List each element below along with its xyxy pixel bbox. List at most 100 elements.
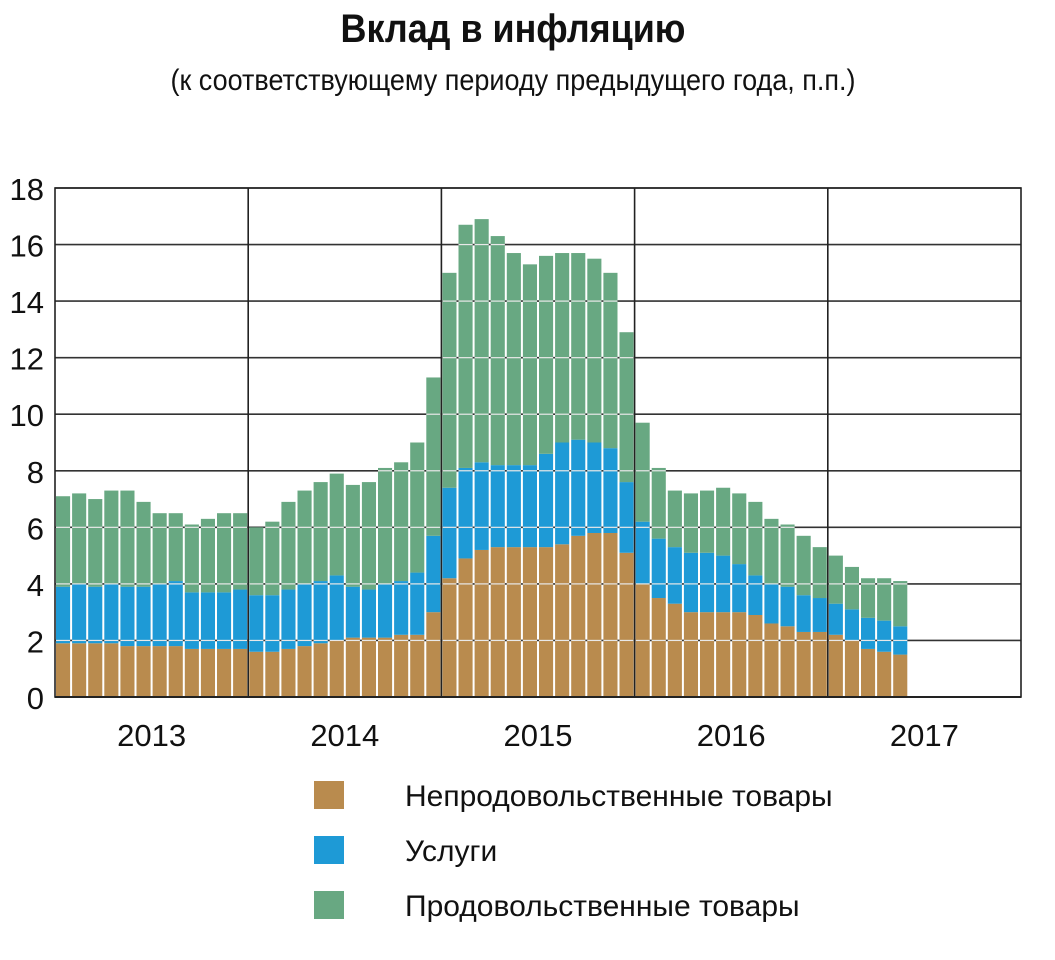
bar-segment-nonfood <box>748 614 763 697</box>
y-tick-label: 4 <box>27 568 44 603</box>
bar-segment-nonfood <box>667 603 682 697</box>
bar-segment-services <box>217 592 232 649</box>
bar-segment-food <box>136 501 151 587</box>
bar-segment-nonfood <box>104 643 119 697</box>
bar-segment-nonfood <box>555 544 570 697</box>
bar-segment-services <box>490 465 505 548</box>
bar-segment-nonfood <box>490 547 505 697</box>
y-tick-label: 10 <box>10 398 44 433</box>
bar-segment-services <box>587 442 602 533</box>
y-axis-ticks: 0 2 4 6 8 10 12 14 16 18 <box>10 172 44 716</box>
bar-segment-nonfood <box>506 547 521 697</box>
bar-segment-food <box>394 462 409 582</box>
bar-segment-food <box>265 521 280 596</box>
x-tick-label: 2017 <box>890 718 959 753</box>
bar-segment-services <box>458 467 473 559</box>
bar-segment-nonfood <box>168 646 183 697</box>
bar-segment-services <box>732 564 747 613</box>
bar-segment-nonfood <box>619 552 634 697</box>
bar-segment-services <box>571 439 586 536</box>
bar-segment-services <box>249 595 264 652</box>
bar-segment-food <box>233 513 248 590</box>
bar-segment-food <box>168 513 183 582</box>
bar-segment-food <box>361 482 376 590</box>
chart-title: Вклад в инфляцию <box>341 7 686 51</box>
bar-segment-services <box>603 448 618 533</box>
bar-segment-nonfood <box>442 578 457 697</box>
bar-segment-nonfood <box>780 626 795 697</box>
bar-segment-food <box>764 518 779 584</box>
bar-segment-nonfood <box>732 612 747 697</box>
bar-segment-nonfood <box>539 547 554 697</box>
bar-segment-food <box>700 490 715 553</box>
bar-segment-services <box>442 487 457 579</box>
bar-segment-nonfood <box>217 648 232 697</box>
bar-segment-food <box>844 566 859 610</box>
bar-segment-nonfood <box>764 623 779 697</box>
bar-segment-services <box>683 552 698 613</box>
bars-group <box>56 219 908 697</box>
bar-segment-food <box>861 578 876 618</box>
bar-segment-food <box>539 255 554 454</box>
legend: Непродовольственные товары Услуги Продовол… <box>314 780 833 923</box>
bar-segment-nonfood <box>233 648 248 697</box>
bar-segment-services <box>635 521 650 584</box>
bar-segment-nonfood <box>120 646 135 697</box>
bar-segment-nonfood <box>56 643 71 697</box>
bar-segment-services <box>506 465 521 548</box>
bar-segment-nonfood <box>877 651 892 697</box>
bar-segment-services <box>120 586 135 647</box>
y-tick-label: 8 <box>27 455 44 490</box>
bar-segment-services <box>764 583 779 624</box>
bar-segment-nonfood <box>378 637 393 697</box>
chart-subtitle: (к соответствующему периоду предыдущего … <box>171 64 856 97</box>
bar-segment-services <box>184 592 199 649</box>
bar-segment-food <box>667 490 682 548</box>
y-tick-label: 14 <box>10 285 44 320</box>
bar-segment-nonfood <box>651 598 666 697</box>
y-tick-label: 18 <box>10 172 44 207</box>
bar-segment-nonfood <box>893 654 908 697</box>
bar-segment-services <box>281 589 296 649</box>
bar-segment-food <box>812 547 827 599</box>
bar-segment-food <box>893 581 908 627</box>
bar-segment-services <box>233 589 248 649</box>
bar-segment-services <box>667 547 682 604</box>
bar-segment-services <box>619 482 634 553</box>
bar-segment-services <box>410 572 425 635</box>
bar-segment-services <box>56 586 71 644</box>
bar-segment-services <box>152 583 167 647</box>
bar-segment-nonfood <box>426 612 441 697</box>
bar-segment-food <box>619 332 634 483</box>
bar-segment-food <box>88 499 103 587</box>
bar-segment-nonfood <box>345 637 360 697</box>
bar-segment-food <box>281 501 296 590</box>
bar-segment-food <box>651 467 666 539</box>
bar-segment-food <box>72 493 87 584</box>
bar-segment-food <box>442 272 457 488</box>
bar-segment-nonfood <box>249 651 264 697</box>
bar-segment-nonfood <box>716 612 731 697</box>
bar-segment-services <box>474 462 489 550</box>
bar-segment-services <box>313 581 328 644</box>
bar-segment-nonfood <box>394 634 409 697</box>
bar-segment-services <box>265 595 280 652</box>
x-tick-label: 2015 <box>504 718 573 753</box>
bar-segment-food <box>217 513 232 593</box>
bar-segment-food <box>474 219 489 463</box>
bar-segment-services <box>555 442 570 545</box>
bar-segment-services <box>136 586 151 647</box>
bar-segment-services <box>700 552 715 613</box>
bar-segment-nonfood <box>458 558 473 697</box>
bar-segment-food <box>522 264 537 466</box>
bar-segment-food <box>184 524 199 593</box>
bar-segment-food <box>506 253 521 466</box>
bar-segment-services <box>378 583 393 638</box>
bar-segment-food <box>458 224 473 468</box>
bar-segment-nonfood <box>265 651 280 697</box>
bar-segment-services <box>812 598 827 632</box>
bar-segment-food <box>877 578 892 621</box>
x-tick-label: 2016 <box>697 718 766 753</box>
legend-label: Продовольственные товары <box>405 890 800 923</box>
